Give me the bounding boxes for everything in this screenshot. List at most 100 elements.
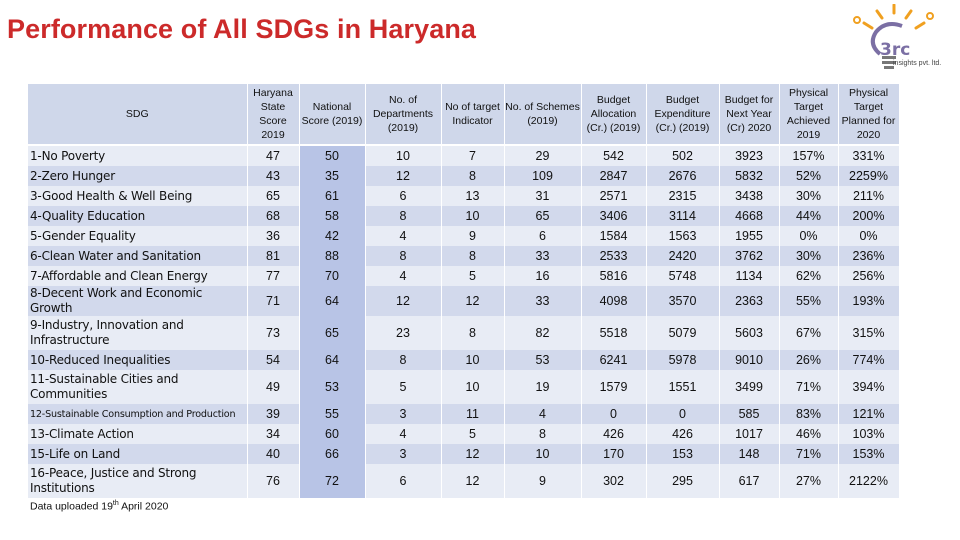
cell-haryana-score: 65 (247, 186, 300, 206)
cell-budget-next-year: 1134 (719, 266, 780, 286)
cell-budget-next-year: 1017 (719, 424, 780, 444)
cell-budget-expenditure: 3114 (646, 206, 720, 226)
cell-physical-achieved: 52% (779, 166, 839, 186)
cell-budget-allocation: 5518 (581, 316, 647, 350)
cell-haryana-score: 47 (247, 145, 300, 166)
cell-physical-achieved: 44% (779, 206, 839, 226)
cell-budget-expenditure: 1551 (646, 370, 720, 404)
cell-departments: 8 (365, 350, 442, 370)
cell-physical-achieved: 67% (779, 316, 839, 350)
cell-budget-allocation: 2533 (581, 246, 647, 266)
header-physical-achieved: Physical Target Achieved 2019 (779, 84, 839, 146)
cell-target-indicators: 8 (441, 246, 505, 266)
cell-sdg: 8-Decent Work and Economic Growth (28, 286, 248, 316)
cell-haryana-score: 34 (247, 424, 300, 444)
cell-schemes: 9 (504, 464, 582, 498)
table-row: 9-Industry, Innovation and Infrastructur… (28, 316, 900, 350)
cell-physical-planned: 2122% (838, 464, 900, 498)
cell-budget-next-year: 617 (719, 464, 780, 498)
cell-budget-expenditure: 2315 (646, 186, 720, 206)
cell-national-score: 53 (299, 370, 366, 404)
cell-budget-next-year: 3923 (719, 145, 780, 166)
cell-departments: 12 (365, 166, 442, 186)
cell-target-indicators: 11 (441, 404, 505, 424)
cell-budget-allocation: 542 (581, 145, 647, 166)
cell-national-score: 64 (299, 350, 366, 370)
cell-physical-achieved: 157% (779, 145, 839, 166)
cell-haryana-score: 77 (247, 266, 300, 286)
cell-budget-next-year: 9010 (719, 350, 780, 370)
cell-national-score: 65 (299, 316, 366, 350)
cell-schemes: 109 (504, 166, 582, 186)
cell-target-indicators: 12 (441, 464, 505, 498)
cell-physical-achieved: 30% (779, 246, 839, 266)
cell-budget-expenditure: 1563 (646, 226, 720, 246)
cell-departments: 6 (365, 464, 442, 498)
cell-target-indicators: 7 (441, 145, 505, 166)
cell-sdg: 13-Climate Action (28, 424, 248, 444)
cell-physical-achieved: 71% (779, 370, 839, 404)
table-row: 2-Zero Hunger 43 35 12 8 109 2847 2676 5832 52% 22… (28, 166, 900, 186)
cell-budget-next-year: 3499 (719, 370, 780, 404)
cell-physical-achieved: 62% (779, 266, 839, 286)
cell-sdg: 2-Zero Hunger (28, 166, 248, 186)
cell-sdg: 4-Quality Education (28, 206, 248, 226)
cell-haryana-score: 43 (247, 166, 300, 186)
cell-departments: 4 (365, 266, 442, 286)
cell-sdg: 16-Peace, Justice and Strong Institution… (28, 464, 248, 498)
cell-budget-expenditure: 5978 (646, 350, 720, 370)
cell-schemes: 10 (504, 444, 582, 464)
table-row: 11-Sustainable Cities and Communities 49 5… (28, 370, 900, 404)
cell-haryana-score: 76 (247, 464, 300, 498)
cell-schemes: 6 (504, 226, 582, 246)
footnote-suffix: April 2020 (118, 500, 169, 513)
cell-budget-expenditure: 295 (646, 464, 720, 498)
cell-sdg: 6-Clean Water and Sanitation (28, 246, 248, 266)
cell-budget-next-year: 585 (719, 404, 780, 424)
cell-budget-expenditure: 502 (646, 145, 720, 166)
cell-budget-allocation: 1584 (581, 226, 647, 246)
cell-budget-expenditure: 5079 (646, 316, 720, 350)
cell-schemes: 8 (504, 424, 582, 444)
cell-departments: 23 (365, 316, 442, 350)
cell-sdg: 1-No Poverty (28, 145, 248, 166)
cell-haryana-score: 49 (247, 370, 300, 404)
table-row: 5-Gender Equality 36 42 4 9 6 1584 1563 1955 0% 0% (28, 226, 900, 246)
bulb-logo-icon (853, 4, 934, 69)
cell-budget-expenditure: 426 (646, 424, 720, 444)
cell-national-score: 60 (299, 424, 366, 444)
cell-sdg: 9-Industry, Innovation and Infrastructur… (28, 316, 248, 350)
cell-departments: 12 (365, 286, 442, 316)
cell-physical-achieved: 30% (779, 186, 839, 206)
cell-physical-achieved: 71% (779, 444, 839, 464)
cell-target-indicators: 9 (441, 226, 505, 246)
cell-haryana-score: 81 (247, 246, 300, 266)
cell-physical-planned: 103% (838, 424, 900, 444)
cell-schemes: 19 (504, 370, 582, 404)
cell-haryana-score: 68 (247, 206, 300, 226)
cell-schemes: 65 (504, 206, 582, 226)
cell-haryana-score: 71 (247, 286, 300, 316)
cell-physical-achieved: 46% (779, 424, 839, 444)
cell-haryana-score: 54 (247, 350, 300, 370)
cell-budget-allocation: 302 (581, 464, 647, 498)
table-row: 10-Reduced Inequalities 54 64 8 10 53 6241 5978… (28, 350, 900, 370)
cell-departments: 8 (365, 206, 442, 226)
cell-national-score: 66 (299, 444, 366, 464)
logo-subtitle: insights pvt. ltd. (893, 60, 942, 67)
cell-budget-next-year: 148 (719, 444, 780, 464)
cell-target-indicators: 5 (441, 266, 505, 286)
cell-budget-allocation: 0 (581, 404, 647, 424)
table-header-row: SDG Haryana State Score 2019 National Sc… (28, 84, 900, 146)
cell-sdg: 10-Reduced Inequalities (28, 350, 248, 370)
header-sdg: SDG (28, 84, 248, 146)
cell-departments: 10 (365, 145, 442, 166)
cell-target-indicators: 12 (441, 444, 505, 464)
cell-budget-next-year: 5832 (719, 166, 780, 186)
cell-budget-expenditure: 153 (646, 444, 720, 464)
cell-physical-achieved: 83% (779, 404, 839, 424)
table-row: 7-Affordable and Clean Energy 77 70 4 5 16 581… (28, 266, 900, 286)
cell-target-indicators: 10 (441, 206, 505, 226)
cell-departments: 4 (365, 226, 442, 246)
cell-national-score: 70 (299, 266, 366, 286)
